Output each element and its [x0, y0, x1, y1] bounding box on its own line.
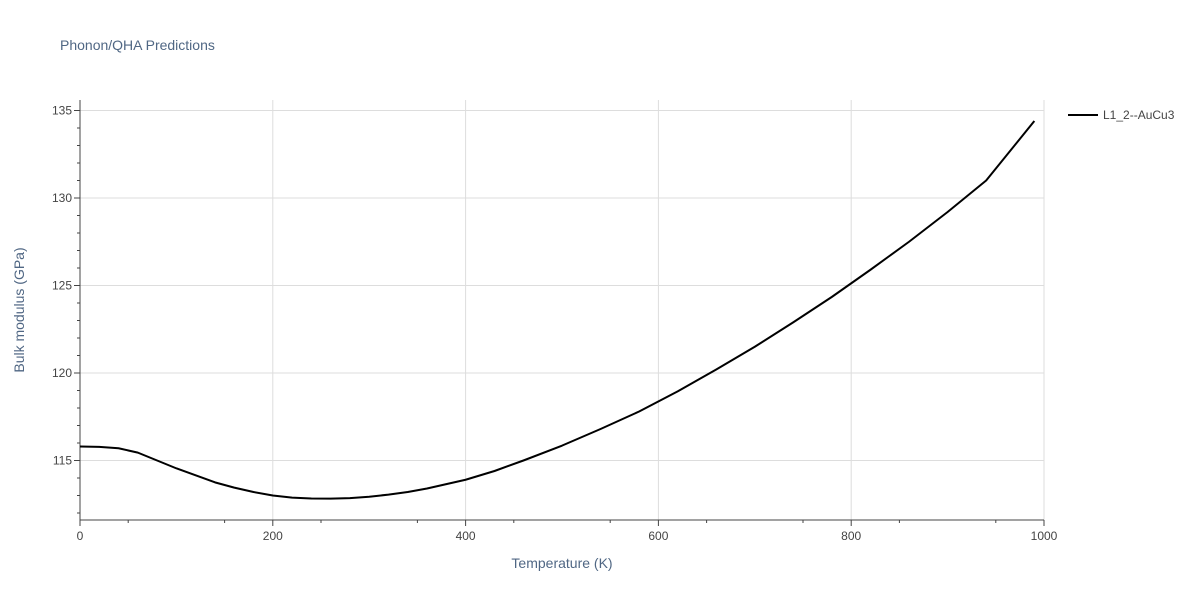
axes-layer	[79, 100, 1044, 521]
x-tick-label: 200	[263, 529, 283, 543]
x-tick-label: 400	[456, 529, 476, 543]
legend[interactable]: L1_2--AuCu3	[1068, 108, 1175, 122]
legend-label: L1_2--AuCu3	[1103, 108, 1175, 122]
x-tick-label: 800	[841, 529, 861, 543]
x-axis-title: Temperature (K)	[511, 555, 612, 571]
y-tick-label: 135	[52, 104, 72, 118]
x-tick-label: 600	[648, 529, 668, 543]
ticks-layer: 0 200 400 600 800 1000 115 120 125 130 135	[52, 104, 1058, 544]
grid-layer	[80, 100, 1045, 520]
chart-title: Phonon/QHA Predictions	[60, 37, 215, 53]
x-tick-label: 0	[77, 529, 84, 543]
y-axis-title: Bulk modulus (GPa)	[11, 247, 27, 372]
y-tick-label: 120	[52, 366, 72, 380]
series-layer	[79, 120, 1036, 500]
y-tick-label: 125	[52, 279, 72, 293]
y-tick-label: 115	[53, 454, 72, 468]
series-line	[79, 120, 1036, 500]
legend-item[interactable]: L1_2--AuCu3	[1068, 108, 1175, 122]
y-tick-label: 130	[52, 191, 72, 205]
x-tick-label: 1000	[1031, 529, 1058, 543]
